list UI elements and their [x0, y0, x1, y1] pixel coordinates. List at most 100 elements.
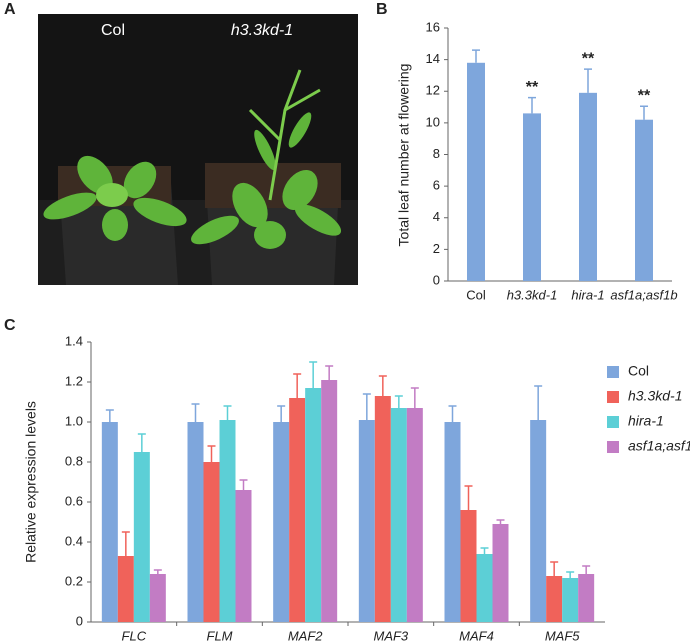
bar [467, 62, 485, 281]
significance: ** [638, 87, 651, 104]
error-bar [584, 68, 592, 93]
significance: ** [526, 79, 539, 96]
bar [476, 554, 493, 622]
error-bar [239, 479, 248, 490]
legend-swatch [607, 391, 619, 403]
error-bar [394, 395, 403, 408]
legend-swatch [607, 441, 619, 453]
legend-label: asf1a;asf1b [628, 438, 690, 454]
legend-label: Col [628, 363, 649, 379]
panel-label: C [4, 317, 16, 334]
bar [273, 422, 290, 622]
x-tick-label: MAF3 [373, 628, 408, 643]
error-bar [566, 571, 575, 578]
x-tick-label: Col [466, 287, 486, 302]
bar [358, 420, 375, 622]
y-tick-label: 10 [426, 114, 440, 129]
error-bar [325, 365, 334, 380]
error-bar [528, 96, 536, 114]
bar [530, 420, 547, 622]
error-bar [378, 375, 387, 396]
error-bar [464, 485, 473, 510]
x-tick-label: FLC [122, 628, 147, 643]
y-tick-label: 14 [426, 51, 440, 66]
bar [579, 92, 597, 281]
legend-label: hira-1 [628, 413, 664, 429]
legend-swatch [607, 366, 619, 378]
bar [374, 396, 391, 622]
y-tick-label: 2 [433, 241, 440, 256]
y-tick-label: 0.8 [65, 453, 83, 468]
bar [305, 388, 322, 622]
y-tick-label: 1.2 [65, 373, 83, 388]
x-tick-label: h3.3kd-1 [507, 287, 558, 302]
y-tick-label: 0.4 [65, 533, 83, 548]
y-tick-label: 0.6 [65, 493, 83, 508]
y-tick-label: 0 [433, 272, 440, 287]
bar [133, 452, 150, 622]
error-bar [550, 561, 559, 576]
panel-label: A [4, 1, 16, 18]
y-axis-label: Total leaf number at flowering [396, 64, 412, 247]
error-bar [448, 405, 457, 422]
panel-label: B [376, 1, 388, 18]
error-bar [410, 387, 419, 408]
bar [101, 422, 118, 622]
bar [219, 420, 236, 622]
bar [635, 119, 653, 282]
legend-label: h3.3kd-1 [628, 388, 682, 404]
x-tick-label: MAF2 [288, 628, 323, 643]
bar [289, 398, 306, 622]
x-tick-label: asf1a;asf1b [610, 287, 677, 302]
error-bar [309, 361, 318, 388]
error-bar [293, 373, 302, 398]
bar [406, 408, 423, 622]
bar [117, 556, 134, 622]
error-bar [223, 405, 232, 420]
error-bar [480, 547, 489, 554]
y-tick-label: 12 [426, 83, 440, 98]
photo-label: h3.3kd-1 [231, 22, 293, 39]
y-tick-label: 1.0 [65, 413, 83, 428]
y-tick-label: 4 [433, 209, 440, 224]
bar [546, 576, 563, 622]
y-tick-label: 1.4 [65, 333, 83, 348]
bar [321, 380, 338, 622]
bar [460, 510, 477, 622]
y-tick-label: 0.2 [65, 573, 83, 588]
bar [444, 422, 461, 622]
bar [578, 574, 595, 622]
error-bar [105, 409, 114, 422]
y-axis-label: Relative expression levels [23, 401, 39, 563]
y-tick-label: 6 [433, 178, 440, 193]
significance: ** [582, 50, 595, 67]
error-bar [362, 393, 371, 420]
error-bar [277, 405, 286, 422]
error-bar [534, 385, 543, 420]
x-tick-label: MAF4 [459, 628, 494, 643]
y-tick-label: 8 [433, 146, 440, 161]
bar [492, 524, 509, 622]
error-bar [496, 519, 505, 524]
y-tick-label: 16 [426, 19, 440, 34]
bar [187, 422, 204, 622]
error-bar [121, 531, 130, 556]
error-bar [191, 403, 200, 422]
y-tick-label: 0 [76, 613, 83, 628]
error-bar [137, 433, 146, 452]
x-tick-label: MAF5 [545, 628, 580, 643]
x-tick-label: hira-1 [571, 287, 604, 302]
bar [149, 574, 166, 622]
error-bar [472, 49, 480, 63]
bar [203, 462, 220, 622]
bar [235, 490, 252, 622]
x-tick-label: FLM [207, 628, 233, 643]
error-bar [207, 445, 216, 462]
bar [390, 408, 407, 622]
legend-swatch [607, 416, 619, 428]
error-bar [153, 569, 162, 574]
error-bar [640, 105, 648, 120]
error-bar [582, 565, 591, 574]
photo [38, 14, 358, 285]
